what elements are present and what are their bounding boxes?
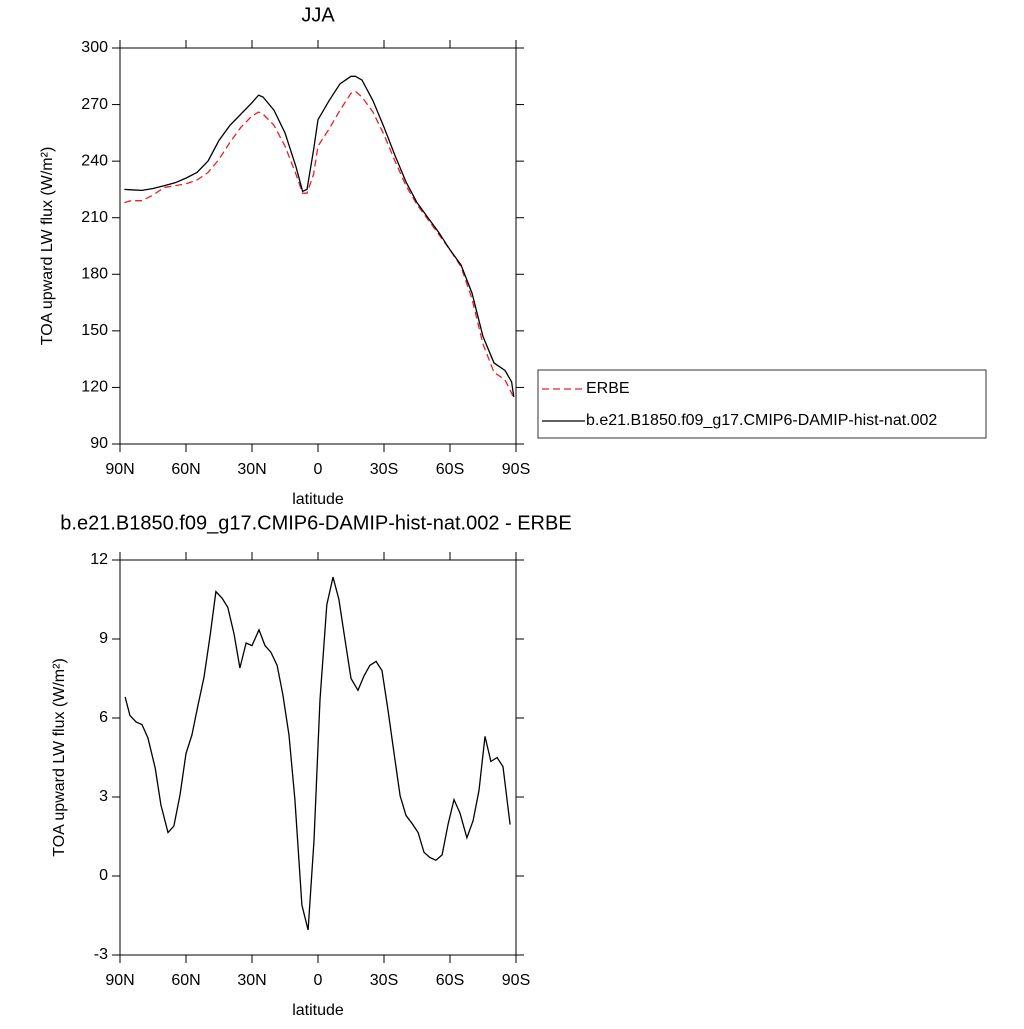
y-tick-label: 6: [99, 709, 108, 726]
x-tick-label: 60N: [171, 972, 200, 989]
chart-title: b.e21.B1850.f09_g17.CMIP6-DAMIP-hist-nat…: [60, 512, 571, 534]
chart-title: JJA: [301, 4, 335, 26]
y-axis-label: TOA upward LW flux (W/m²): [51, 658, 68, 857]
series-line: [124, 90, 515, 399]
x-axis-label: latitude: [292, 1002, 344, 1019]
x-tick-label: 90N: [105, 461, 134, 478]
y-tick-label: 240: [81, 152, 108, 169]
x-tick-label: 0: [314, 972, 323, 989]
x-tick-label: 30S: [370, 461, 398, 478]
x-tick-label: 90S: [502, 461, 530, 478]
x-tick-label: 30S: [370, 972, 398, 989]
x-tick-label: 30N: [237, 461, 266, 478]
x-tick-label: 60N: [171, 461, 200, 478]
y-tick-label: 120: [81, 379, 108, 396]
y-tick-label: 150: [81, 322, 108, 339]
y-tick-label: 300: [81, 39, 108, 56]
x-tick-label: 0: [314, 461, 323, 478]
plot-frame: [119, 47, 517, 445]
x-tick-label: 90N: [105, 972, 134, 989]
y-tick-label: 270: [81, 96, 108, 113]
y-tick-label: 9: [99, 630, 108, 647]
y-tick-label: 210: [81, 209, 108, 226]
x-axis-label: latitude: [292, 491, 344, 508]
y-tick-label: 3: [99, 788, 108, 805]
x-tick-label: 60S: [436, 972, 464, 989]
y-tick-label: 90: [90, 435, 108, 452]
y-axis-label: TOA upward LW flux (W/m²): [39, 147, 56, 346]
y-tick-label: -3: [94, 946, 108, 963]
series-line: [124, 75, 515, 397]
x-tick-label: 60S: [436, 461, 464, 478]
legend-label: ERBE: [586, 380, 630, 397]
y-tick-label: 12: [90, 551, 108, 568]
legend-label: b.e21.B1850.f09_g17.CMIP6-DAMIP-hist-nat…: [586, 412, 937, 429]
x-tick-label: 30N: [237, 972, 266, 989]
x-tick-label: 90S: [502, 972, 530, 989]
y-tick-label: 0: [99, 867, 108, 884]
y-tick-label: 180: [81, 266, 108, 283]
series-line: [124, 576, 511, 931]
plot-frame: [119, 559, 517, 956]
legend-box: [537, 369, 987, 439]
